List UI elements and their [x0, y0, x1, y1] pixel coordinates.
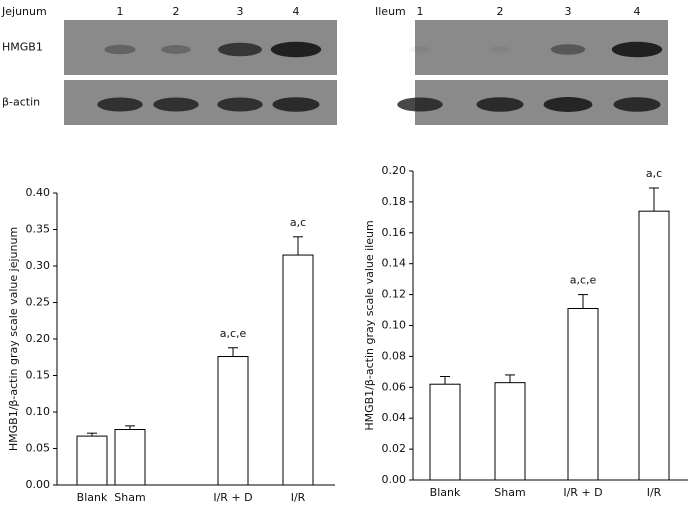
y-tick-label: 0.04 [382, 411, 407, 424]
bar-chart: HMGB1/β-actin gray scale value jejunum 0.… [7, 186, 335, 504]
y-tick-label: 0.40 [26, 186, 51, 199]
bar [567, 308, 599, 481]
y-tick-label: 0.12 [382, 288, 407, 301]
row-label: β-actin [2, 96, 40, 109]
bar [282, 254, 314, 486]
blot-band [217, 97, 263, 112]
blot-band [270, 41, 322, 58]
y-tick-label: 0.10 [382, 319, 407, 332]
blot-band [104, 44, 136, 55]
blot-band [161, 45, 191, 54]
bar [429, 383, 461, 481]
y-tick-label: 0.10 [26, 405, 51, 418]
bar [76, 435, 108, 486]
blot-band [397, 97, 443, 112]
y-tick-label: 0.05 [26, 442, 51, 455]
x-tick-label: Blank [430, 486, 461, 499]
lane-label: 4 [634, 5, 641, 18]
blot-band [153, 97, 199, 112]
lane-label: 1 [117, 5, 124, 18]
y-tick-label: 0.16 [382, 226, 407, 239]
lane-label: 3 [565, 5, 572, 18]
x-tick-label: I/R [291, 491, 306, 504]
x-tick-label: I/R + D [213, 491, 252, 504]
x-tick-label: Sham [494, 486, 525, 499]
y-axis-label: HMGB1/β-actin gray scale value ileum [363, 220, 376, 430]
value-annotation: a,c,e [570, 274, 597, 287]
y-tick-label: 0.08 [382, 349, 407, 362]
lane-label: 1 [417, 5, 424, 18]
y-tick-label: 0.20 [382, 164, 407, 177]
blot-band [489, 46, 511, 53]
value-annotation: a,c,e [220, 327, 247, 340]
blot-band [550, 44, 586, 55]
bar [638, 210, 670, 481]
y-tick-label: 0.25 [26, 296, 51, 309]
x-tick-label: Sham [114, 491, 145, 504]
y-tick-label: 0.18 [382, 195, 407, 208]
y-tick-label: 0.00 [382, 473, 407, 486]
blot-band [409, 46, 431, 53]
blot-band [218, 42, 262, 57]
y-axis-label: HMGB1/β-actin gray scale value jejunum [7, 227, 20, 451]
blot-band [543, 97, 593, 112]
row-label: HMGB1 [2, 41, 43, 54]
x-tick-label: I/R + D [563, 486, 602, 499]
y-tick-label: 0.30 [26, 259, 51, 272]
lane-label: 2 [173, 5, 180, 18]
value-annotation: a,c [646, 167, 662, 180]
y-tick-label: 0.00 [26, 478, 51, 491]
lane-label: 2 [497, 5, 504, 18]
lane-label: 3 [237, 5, 244, 18]
y-tick-label: 0.15 [26, 369, 51, 382]
lane-label: 4 [293, 5, 300, 18]
bar [494, 382, 526, 481]
y-tick-label: 0.20 [26, 332, 51, 345]
value-annotation: a,c [290, 216, 306, 229]
blot-title: Ileum [375, 5, 406, 18]
blot-band [476, 97, 524, 112]
blot-band [611, 41, 663, 58]
y-tick-label: 0.14 [382, 257, 407, 270]
blot-band [97, 97, 143, 112]
y-tick-label: 0.35 [26, 223, 51, 236]
y-tick-label: 0.02 [382, 442, 407, 455]
blot-band [613, 97, 661, 112]
x-tick-label: Blank [77, 491, 108, 504]
blot-title: Jejunum [1, 5, 47, 18]
blot-band [272, 97, 320, 112]
bar [217, 356, 249, 486]
x-tick-label: I/R [647, 486, 662, 499]
bar [114, 429, 146, 486]
y-tick-label: 0.06 [382, 380, 407, 393]
bar-chart: HMGB1/β-actin gray scale value ileum 0.00… [363, 164, 688, 499]
